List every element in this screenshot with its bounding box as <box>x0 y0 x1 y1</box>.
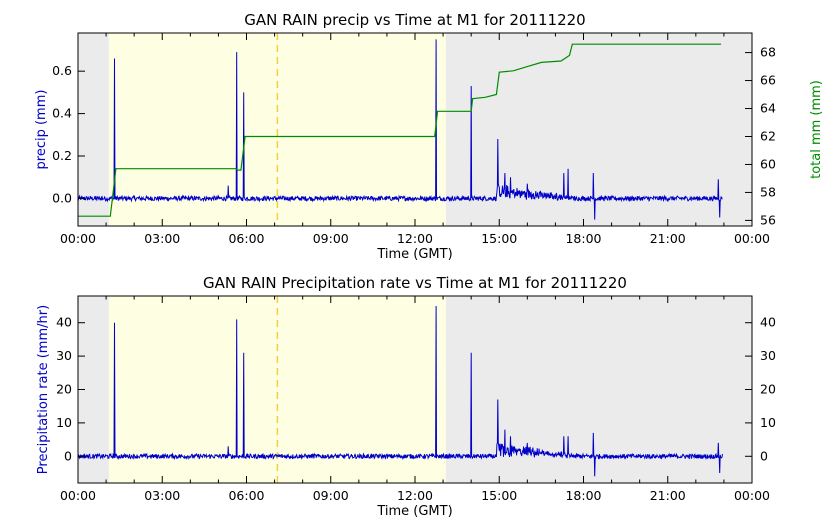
axes: 56 58 60 62 64 66 68 0.0 0.2 0.4 0.6 00:00 03:00 06:0… <box>52 33 776 246</box>
y-right-tick-label: 68 <box>760 45 776 60</box>
y-tick-label: 20 <box>56 382 72 397</box>
y-right-tick-label: 20 <box>760 382 776 397</box>
x-tick-label: 03:00 <box>144 488 180 503</box>
series-precip-line <box>77 39 723 220</box>
time-shading <box>78 33 752 226</box>
y-right-tick-label: 58 <box>760 184 776 199</box>
series-precipitation-rate-line <box>77 305 723 477</box>
precip-rate-panel: 0 10 20 30 40 0 10 20 30 40 00:00 03:00 06:00 09:00 12… <box>36 274 776 519</box>
y-tick-label: 0 <box>64 448 72 463</box>
y-right-tick-label: 60 <box>760 156 776 171</box>
x-tick-label: 06:00 <box>228 231 264 246</box>
x-tick-label: 15:00 <box>481 231 517 246</box>
y-tick-label: 30 <box>56 348 72 363</box>
y-right-tick-label: 30 <box>760 348 776 363</box>
x-tick-label: 00:00 <box>60 231 96 246</box>
x-tick-label: 06:00 <box>228 488 264 503</box>
y-axis-label: Precipitation rate (mm/hr) <box>36 305 51 474</box>
precip-panel: 56 58 60 62 64 66 68 0.0 0.2 0.4 0.6 00:00 03:00 06:0… <box>34 11 824 262</box>
x-tick-label: 00:00 <box>734 231 770 246</box>
axes: 0 10 20 30 40 0 10 20 30 40 00:00 03:00 06:00 09:00 12… <box>56 296 776 503</box>
x-tick-label: 18:00 <box>565 488 601 503</box>
y-tick-label: 0.0 <box>52 190 72 205</box>
x-tick-label: 00:00 <box>734 488 770 503</box>
y-tick-label: 40 <box>56 315 72 330</box>
chart-title: GAN RAIN precip vs Time at M1 for 201112… <box>244 11 585 29</box>
y-right-tick-label: 40 <box>760 315 776 330</box>
y-right-tick-label: 56 <box>760 212 776 227</box>
x-tick-label: 21:00 <box>650 231 686 246</box>
x-tick-label: 03:00 <box>144 231 180 246</box>
y-right-tick-label: 64 <box>760 101 776 116</box>
day-shading <box>108 296 446 483</box>
y-right-tick-label: 10 <box>760 415 776 430</box>
x-tick-label: 09:00 <box>313 231 349 246</box>
series-total-mm-line <box>78 43 722 217</box>
plot-lines <box>77 305 723 477</box>
y-axis-right-label: total mm (mm) <box>809 80 824 179</box>
plot-lines <box>77 39 723 220</box>
x-tick-label: 12:00 <box>397 231 433 246</box>
y-axis-label: precip (mm) <box>34 90 49 170</box>
x-tick-label: 00:00 <box>60 488 96 503</box>
y-right-tick-label: 0 <box>760 448 768 463</box>
y-tick-label: 10 <box>56 415 72 430</box>
y-tick-label: 0.6 <box>52 63 72 78</box>
x-axis-label: Time (GMT) <box>376 247 452 262</box>
x-tick-label: 21:00 <box>650 488 686 503</box>
chart-title: GAN RAIN Precipitation rate vs Time at M… <box>203 274 627 292</box>
x-tick-label: 18:00 <box>565 231 601 246</box>
x-axis-label: Time (GMT) <box>376 504 452 519</box>
y-tick-label: 0.4 <box>52 106 72 121</box>
night-shading <box>78 33 109 226</box>
x-tick-label: 09:00 <box>313 488 349 503</box>
time-shading <box>78 296 752 483</box>
y-tick-label: 0.2 <box>52 148 72 163</box>
y-right-tick-label: 66 <box>760 73 776 88</box>
x-tick-label: 12:00 <box>397 488 433 503</box>
y-right-tick-label: 62 <box>760 128 776 143</box>
x-tick-label: 15:00 <box>481 488 517 503</box>
